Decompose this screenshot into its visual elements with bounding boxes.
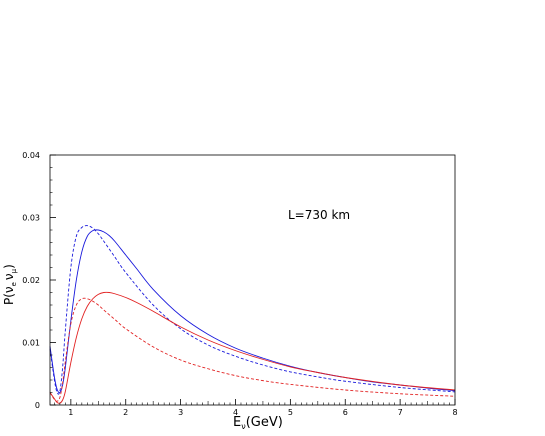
y-tick-label: 0 bbox=[35, 401, 40, 410]
y-tick-label: 0.03 bbox=[22, 214, 40, 223]
x-tick-label: 2 bbox=[123, 408, 128, 417]
x-tick-label: 1 bbox=[68, 408, 73, 417]
x-axis-label-unit: (GeV) bbox=[246, 415, 283, 430]
y-tick-label: 0.02 bbox=[22, 276, 40, 285]
y-axis-label-nu1: ν bbox=[2, 286, 16, 293]
y-axis-label-sub2: μ bbox=[10, 268, 18, 273]
x-tick-label: 5 bbox=[288, 408, 293, 417]
plot-frame bbox=[49, 154, 456, 406]
y-axis-label-sub1: e bbox=[10, 282, 18, 286]
y-tick-label: 0.01 bbox=[22, 339, 40, 348]
y-axis-label-p: P( bbox=[2, 293, 16, 305]
series-line-3 bbox=[49, 297, 456, 402]
x-tick-label: 6 bbox=[343, 408, 348, 417]
x-axis-label-main: E bbox=[233, 415, 241, 430]
series-layer bbox=[49, 225, 456, 404]
y-axis-label-close: ) bbox=[2, 264, 16, 269]
y-axis-label: P(νeνμ) bbox=[2, 264, 18, 305]
ticks-layer: 1 2 3 4 5 6 7 8 0 0.01 0.02 0.03 0.04 bbox=[22, 151, 457, 417]
x-axis-label-sub: ν bbox=[241, 422, 246, 431]
series-line-0 bbox=[49, 229, 456, 394]
series-line-1 bbox=[49, 225, 456, 395]
y-axis-label-nu2: ν bbox=[2, 273, 16, 280]
y-tick-label: 0.04 bbox=[22, 151, 40, 160]
baseline-annotation: L=730 km bbox=[288, 208, 350, 222]
series-line-2 bbox=[49, 291, 456, 404]
x-tick-label: 4 bbox=[233, 408, 238, 417]
x-axis-label: Eν(GeV) bbox=[233, 415, 283, 431]
x-tick-label: 7 bbox=[398, 408, 403, 417]
x-tick-label: 3 bbox=[178, 408, 183, 417]
x-tick-label: 8 bbox=[452, 408, 457, 417]
